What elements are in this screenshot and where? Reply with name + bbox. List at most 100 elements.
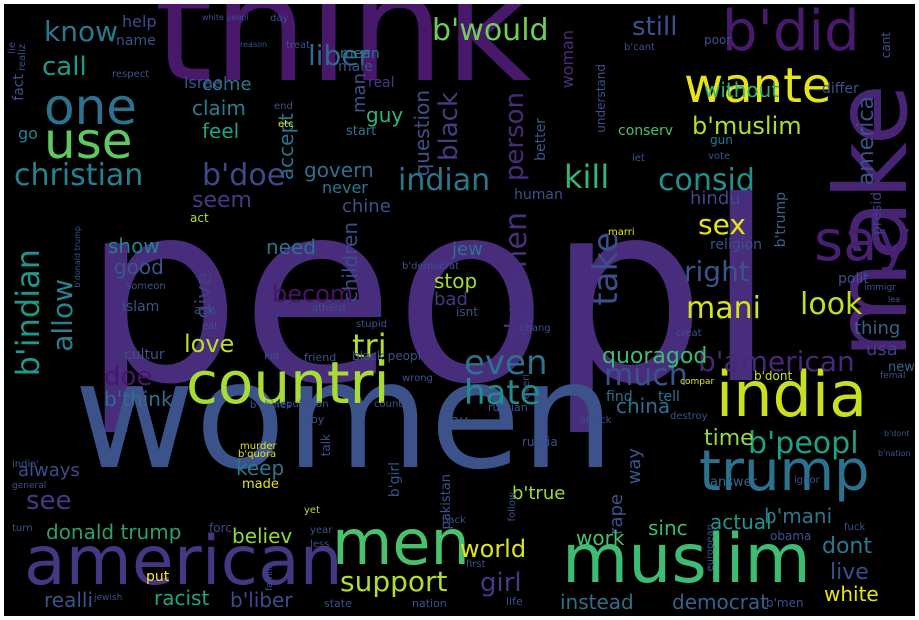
word-world: world: [460, 535, 527, 563]
word-eat: eat: [202, 321, 219, 332]
word-let: let: [632, 153, 645, 164]
word-attack: attack: [580, 415, 612, 426]
word-realli: realli: [44, 588, 94, 612]
word-thing: thing: [854, 318, 901, 339]
word-peopl: peopl: [82, 148, 776, 439]
word-feel: feel: [202, 119, 240, 143]
word-b-would: b'would: [432, 13, 549, 48]
word-islam: islam: [122, 299, 160, 315]
word-boy: boy: [304, 413, 325, 426]
word-tri: tri: [352, 327, 387, 365]
word-made: made: [242, 477, 279, 492]
word-new: new: [888, 360, 915, 375]
word-sex: sex: [698, 208, 746, 241]
word-general: general: [12, 481, 47, 491]
word-support: support: [340, 565, 448, 598]
word-obama: obama: [770, 529, 812, 543]
word-need: need: [266, 235, 316, 259]
word-b-men: b'men: [766, 596, 804, 610]
word-mean: mean: [340, 46, 380, 62]
word-answer: answer: [710, 475, 757, 490]
word-ask: ask: [194, 303, 215, 317]
word-jew: jew: [452, 239, 483, 260]
word-polit: polit: [838, 271, 869, 287]
word-liber: liber: [308, 39, 371, 72]
word-always: always: [18, 460, 80, 481]
word-treat: treat: [286, 40, 311, 51]
word-never: never: [322, 178, 368, 197]
word-presid: presid: [869, 192, 885, 236]
word-white-peopl: white peopl: [202, 13, 249, 22]
word-think: think: [154, 4, 532, 116]
word-year: year: [310, 525, 333, 536]
word-america: america: [854, 96, 879, 186]
word-b-democrat: b'democrat: [402, 261, 460, 272]
word-b-true: b'true: [512, 483, 566, 504]
word-guy: guy: [366, 103, 404, 127]
word-human: human: [514, 187, 563, 203]
word-gun: gun: [710, 133, 733, 147]
word-start: start: [346, 124, 377, 139]
word-live: live: [830, 560, 869, 585]
word-usa: usa: [866, 339, 898, 360]
word-creat: creat: [676, 328, 702, 339]
word-chang: chang: [520, 323, 551, 334]
word-vote: vote: [708, 151, 731, 162]
word-china: china: [616, 394, 671, 418]
word-b-trump: b'trump: [773, 192, 789, 248]
word-india: india: [716, 358, 868, 431]
word-act: act: [190, 211, 209, 225]
word-b-mani: b'mani: [764, 504, 833, 528]
word-lea: lea: [888, 295, 901, 304]
word-fuck: fuck: [844, 522, 866, 533]
word-cant: cant: [879, 32, 893, 59]
word-call: call: [42, 52, 87, 82]
word-girl: girl: [480, 568, 522, 598]
word-becom: becom: [272, 280, 354, 308]
word-b-cant: b'cant: [624, 42, 655, 53]
word-poor: poor: [704, 33, 732, 47]
word-actual: actual: [710, 510, 772, 534]
word-wante: wante: [684, 58, 832, 114]
word-instead: instead: [560, 590, 634, 614]
word-understand: understand: [594, 64, 608, 133]
word-b-muslim: b'muslim: [692, 112, 802, 140]
word-name: name: [116, 33, 156, 49]
word-israel: israel: [184, 73, 228, 92]
word-even: even: [464, 343, 548, 383]
word-men: men: [332, 506, 470, 579]
word-racist: racist: [154, 586, 210, 610]
word-better: better: [533, 118, 549, 161]
word-life: life: [506, 595, 523, 608]
word-countri: countri: [186, 349, 390, 417]
word-claim: claim: [192, 96, 246, 120]
word-femal: femal: [880, 371, 906, 381]
word-cloud: peopl women think make india countri mus…: [4, 4, 915, 616]
word-bad: bad: [434, 289, 468, 310]
word-know: know: [44, 15, 118, 48]
word-b-dont-2: b'dont: [884, 429, 910, 438]
word-atheist: atheist: [312, 303, 347, 314]
word-without: without: [704, 78, 780, 102]
word-isnt: isnt: [456, 305, 478, 319]
word-compar: compar: [680, 377, 715, 387]
word-kid: kid: [264, 351, 279, 362]
word-believ: believ: [232, 524, 293, 548]
word-less: less: [310, 539, 330, 550]
word-doe: doe: [104, 362, 153, 392]
word-murder: murder: [240, 441, 277, 452]
word-put: put: [146, 569, 170, 585]
word-white: white: [824, 582, 879, 606]
word-good: good: [114, 255, 164, 279]
word-sinc: sinc: [648, 516, 688, 540]
word-b-chines: b'chines: [250, 400, 292, 411]
word-etc: etc: [278, 119, 294, 130]
word-male: male: [338, 59, 373, 75]
word-b-did: b'did: [722, 4, 860, 64]
word-famili: famili: [265, 566, 275, 591]
word-b-peopl: b'peopl: [748, 426, 859, 461]
word-b-liber: b'liber: [230, 588, 293, 612]
word-show: show: [108, 234, 160, 258]
word-stop: stop: [434, 269, 478, 293]
word-b-indian: b'indian: [9, 249, 47, 377]
